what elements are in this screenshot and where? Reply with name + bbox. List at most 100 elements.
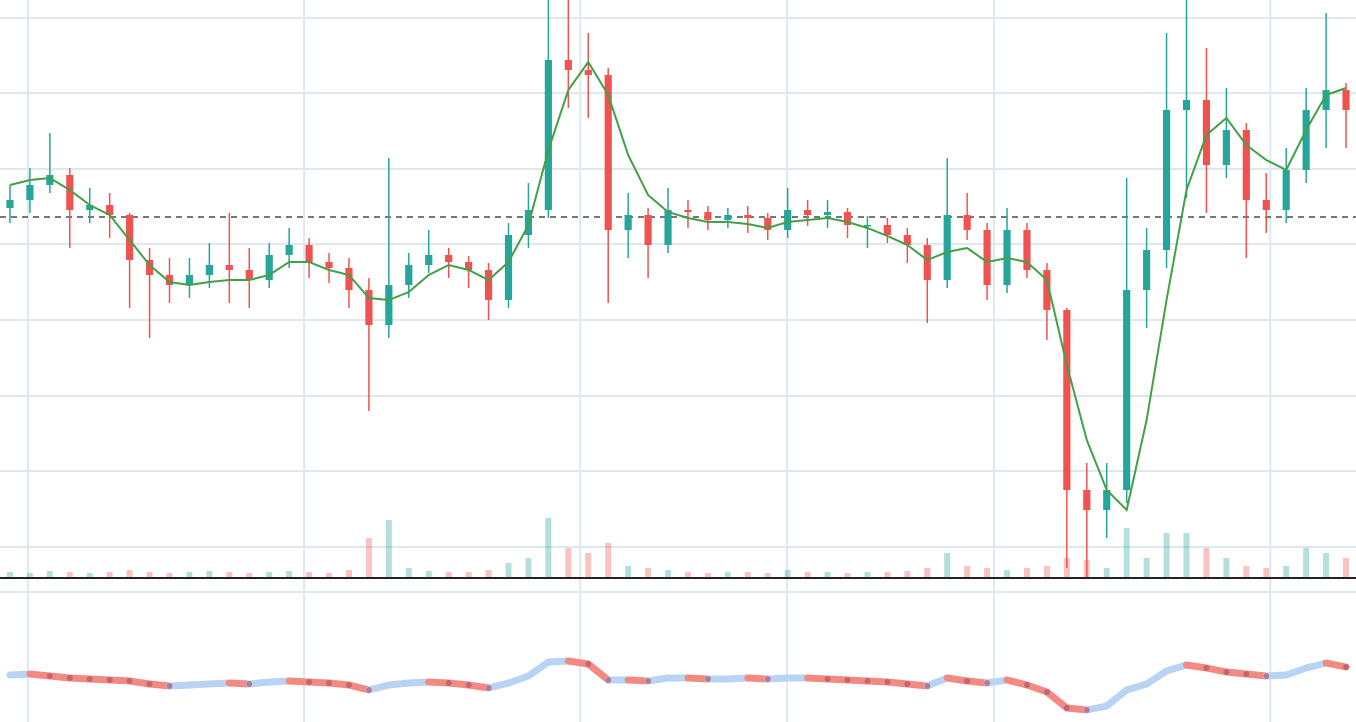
volume-bar	[605, 543, 612, 578]
indicator-dot	[66, 675, 73, 681]
volume-bar	[46, 571, 53, 578]
indicator-dot	[924, 683, 931, 689]
candle-body	[165, 275, 174, 285]
volume-bar	[804, 572, 811, 578]
candle-body	[465, 262, 473, 270]
candle-body	[245, 270, 253, 280]
indicator-dot	[605, 677, 612, 683]
volume-bar	[306, 572, 313, 578]
volume-bar	[585, 553, 592, 578]
candle-body	[1143, 250, 1151, 290]
volume-bar	[1243, 566, 1250, 578]
indicator-dot	[106, 677, 113, 683]
candle-body	[584, 70, 592, 75]
candle-body	[385, 285, 393, 325]
volume-bar	[266, 572, 273, 578]
indicator-dot	[146, 681, 153, 687]
candle-body	[305, 245, 313, 262]
volume-bar	[86, 573, 93, 578]
volume-bar	[625, 566, 632, 578]
candle-body	[1202, 100, 1211, 165]
candle-body	[265, 255, 273, 280]
volume-bar	[126, 570, 133, 578]
indicator-dot	[1343, 664, 1350, 670]
candle-body	[1103, 490, 1111, 510]
volume-bar	[345, 570, 352, 578]
volume-bar	[744, 572, 751, 578]
candle-body	[1162, 110, 1171, 250]
indicator-segment	[1023, 681, 1051, 696]
indicator-dot	[326, 680, 333, 686]
indicator-dot	[844, 677, 851, 683]
candle-body	[365, 290, 373, 325]
indicator-segment	[1043, 688, 1071, 712]
volume-bar	[1203, 548, 1210, 578]
indicator-dot	[904, 681, 911, 687]
volume-bar	[1223, 558, 1230, 578]
candle-body	[1222, 130, 1230, 165]
candle-body	[1043, 270, 1051, 310]
candle-body	[185, 275, 194, 285]
indicator-dot	[964, 678, 971, 684]
indicator-dot	[306, 679, 313, 685]
candle-body	[345, 268, 353, 290]
candle-body	[883, 225, 891, 235]
candle-body	[764, 218, 772, 230]
candle-body	[1083, 490, 1091, 510]
volume-bar	[704, 573, 711, 578]
candle-body	[1063, 310, 1071, 490]
candle-body	[1182, 100, 1191, 110]
indicator-dot	[884, 679, 891, 685]
volume-bar	[565, 548, 572, 578]
candle-body	[963, 215, 971, 230]
volume-bar	[485, 570, 492, 578]
volume-bar	[326, 573, 333, 578]
candle-body	[225, 265, 233, 270]
candle-body	[1342, 90, 1350, 110]
volume-bar	[385, 520, 392, 578]
volume-bar	[864, 572, 871, 578]
indicator-dot	[864, 678, 871, 684]
volume-bar	[904, 571, 911, 578]
volume-bar	[445, 572, 452, 578]
indicator-dot	[1223, 669, 1230, 675]
volume-bar	[106, 572, 113, 578]
indicator-segment	[1322, 659, 1350, 671]
volume-bar	[525, 558, 532, 578]
candle-body	[66, 175, 74, 210]
candle-body	[205, 265, 213, 275]
candle-body	[46, 175, 54, 185]
candle-body	[1023, 230, 1031, 270]
volume-bar	[1103, 568, 1110, 578]
ma-line	[9, 60, 1347, 512]
candle-body	[744, 215, 752, 218]
volume-bar	[724, 572, 731, 578]
indicator-dot	[445, 680, 452, 686]
volume-bar	[764, 573, 771, 578]
volume-bar	[1143, 558, 1150, 578]
volume-bar	[146, 572, 153, 578]
indicator-dot	[166, 683, 173, 689]
volume-bar	[505, 563, 512, 578]
candle-body	[564, 60, 572, 70]
indicator-dot	[345, 682, 352, 688]
candle-body	[445, 255, 453, 262]
indicator-dot	[365, 687, 372, 693]
volume-bar	[26, 573, 33, 578]
indicator-segment	[1282, 664, 1310, 679]
volume-bar	[465, 572, 472, 578]
indicator-segment	[524, 658, 552, 680]
candle-body	[126, 215, 134, 260]
indicator-segment	[1103, 686, 1131, 710]
candle-body	[26, 185, 34, 200]
candle-body	[285, 245, 293, 255]
candle-body	[145, 260, 154, 275]
candle-body	[425, 255, 433, 265]
volume-bar	[824, 572, 831, 578]
indicator-dot	[1043, 689, 1050, 695]
volume-bar	[405, 568, 412, 578]
indicator-segment	[923, 674, 951, 690]
volume-bar	[1303, 548, 1310, 578]
